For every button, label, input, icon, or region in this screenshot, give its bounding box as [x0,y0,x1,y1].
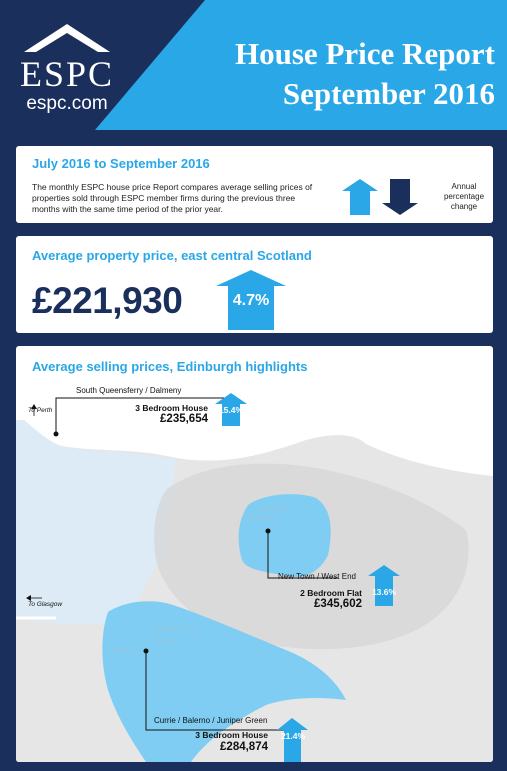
area-label-new-town: New Town [260,506,293,513]
highlight-area-new-town: New Town / West End [278,572,356,581]
average-change: 4.7% [232,292,270,309]
average-price-card: Average property price, east central Sco… [16,236,493,333]
logo-name: ESPC [19,54,115,94]
intro-body: The monthly ESPC house price Report comp… [32,182,313,214]
highlight-change-new-town: 13.6% [371,587,397,597]
highlight-property-currie: 3 Bedroom House [195,730,268,740]
highlight-price-currie: £284,874 [220,741,268,753]
legend-line-1: Annual [451,182,477,191]
edinburgh-map [16,380,493,762]
south-queensferry-area [16,420,176,625]
map-heading: Average selling prices, Edinburgh highli… [32,359,308,374]
intro-heading: July 2016 to September 2016 [32,156,210,171]
location-pin-currie [143,648,149,654]
to-perth-label: To Perth [28,407,53,414]
up-arrow-icon [216,270,286,330]
title-line-2: September 2016 [282,76,495,111]
pointer-line-queensferry [55,397,224,434]
pointer-line-currie [145,651,286,731]
perth-arrow-head-icon [31,404,37,409]
highlight-price-queensferry: £235,654 [160,413,208,425]
highlight-property-queensferry: 3 Bedroom House [135,403,208,413]
highlight-price-new-town: £345,602 [314,598,362,610]
highlight-property-new-town: 2 Bedroom Flat [300,588,362,598]
highlight-area-queensferry: South Queensferry / Dalmeny [76,386,182,395]
area-label-juniper-green: Juniper Green [154,626,199,633]
espc-logo[interactable]: ESPC espc.com [12,20,122,114]
logo-url: espc.com [26,93,108,114]
location-pin-new-town [265,528,271,534]
area-label-west-end: West End [246,515,277,522]
page-title: House Price Report September 2016 [235,34,495,114]
legend-line-3: change [450,202,478,211]
glasgow-arrow-head-icon [26,595,31,601]
down-arrow-icon [382,179,418,215]
area-label-currie: Currie [154,638,174,645]
map-card: Average selling prices, Edinburgh highli… [16,346,493,762]
average-price: £221,930 [32,280,183,321]
new-town-area [238,494,331,577]
pointer-line-new-town [267,531,338,579]
highlight-change-currie: 21.4% [280,731,306,741]
highlight-change-queensferry: 15.4% [218,405,244,415]
average-heading: Average property price, east central Sco… [32,248,312,263]
legend-line-2: percentage [443,192,485,201]
up-arrow-icon [215,393,247,426]
intro-card: July 2016 to September 2016 The monthly … [16,146,493,223]
up-arrow-icon [342,179,378,215]
up-arrow-icon [368,565,400,606]
house-roof-icon [24,24,110,52]
title-line-1: House Price Report [235,36,495,71]
currie-balerno-area [102,601,346,762]
location-pin-queensferry [53,431,59,437]
legend-text: Annual percentage change [434,182,494,212]
highlight-area-currie: Currie / Balerno / Juniper Green [154,716,268,725]
area-label-balerno: Balerno [112,648,137,655]
up-arrow-icon [277,718,308,762]
to-glasgow-label: To Glasgow [28,601,63,608]
